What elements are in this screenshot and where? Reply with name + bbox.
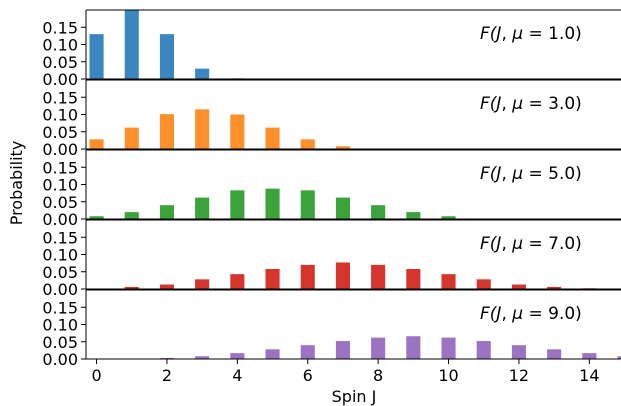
bar-1-2 — [159, 34, 174, 79]
bar-4-8 — [371, 264, 386, 289]
bar-1-1 — [124, 10, 139, 79]
bar-3-10 — [441, 216, 456, 219]
bar-3-5 — [265, 188, 280, 219]
panel-1: 0.000.050.100.15 F(J, μ = 1.0) — [42, 9, 621, 89]
bar-1-0 — [89, 34, 104, 79]
panel-2: 0.000.050.100.15 F(J, μ = 3.0) — [42, 79, 621, 159]
bar-4-13 — [547, 286, 562, 289]
panel-label-3: F(J, μ = 5.0) — [480, 164, 582, 184]
x-tick-label-4: 8 — [373, 366, 383, 385]
y-axis-label: Probability — [7, 141, 26, 226]
y-tick-label-2-1: 0.05 — [42, 123, 78, 142]
y-tick-label-4-0: 0.00 — [42, 280, 78, 299]
bar-4-3 — [195, 279, 210, 289]
panel-4: 0.000.050.100.15 F(J, μ = 7.0) — [42, 219, 621, 299]
bar-3-4 — [230, 190, 245, 219]
bar-5-13 — [547, 349, 562, 359]
bar-5-4 — [230, 353, 245, 359]
bar-3-2 — [159, 205, 174, 219]
bar-5-3 — [195, 356, 210, 359]
bar-2-0 — [89, 139, 104, 149]
y-tick-label-3-2: 0.10 — [42, 176, 78, 195]
panel-label-2: F(J, μ = 3.0) — [480, 94, 582, 114]
bar-3-3 — [195, 197, 210, 219]
x-tick-label-2: 4 — [232, 366, 242, 385]
y-tick-label-1-0: 0.00 — [42, 70, 78, 89]
y-tick-label-3-1: 0.05 — [42, 193, 78, 212]
bar-5-14 — [582, 353, 597, 359]
y-tick-label-2-3: 0.15 — [42, 88, 78, 107]
bar-4-6 — [300, 264, 315, 289]
panel-label-4: F(J, μ = 7.0) — [480, 234, 582, 254]
bar-2-6 — [300, 139, 315, 149]
y-tick-label-5-1: 0.05 — [42, 333, 78, 352]
bar-4-9 — [406, 268, 421, 289]
y-tick-label-1-2: 0.10 — [42, 36, 78, 55]
bar-4-4 — [230, 274, 245, 289]
bar-4-1 — [124, 286, 139, 289]
bar-4-2 — [159, 284, 174, 289]
bar-5-6 — [300, 345, 315, 359]
x-tick-label-3: 6 — [303, 366, 313, 385]
bar-5-9 — [406, 336, 421, 359]
x-axis-label: Spin J — [332, 387, 377, 406]
bar-4-11 — [476, 279, 491, 289]
x-tick-label-0: 0 — [91, 366, 101, 385]
panel-label-5: F(J, μ = 9.0) — [480, 304, 582, 324]
bar-5-8 — [371, 337, 386, 359]
bar-1-3 — [195, 68, 210, 79]
panels-layer: 0.000.050.100.15 F(J, μ = 1.0)0.000.050.1… — [42, 9, 621, 369]
y-tick-label-4-3: 0.15 — [42, 228, 78, 247]
y-tick-label-3-3: 0.15 — [42, 158, 78, 177]
y-tick-label-3-0: 0.00 — [42, 210, 78, 229]
bar-5-10 — [441, 337, 456, 359]
y-tick-label-4-1: 0.05 — [42, 263, 78, 282]
bar-5-5 — [265, 349, 280, 359]
panel-label-1: F(J, μ = 1.0) — [480, 24, 582, 44]
bar-5-7 — [335, 341, 350, 359]
bar-2-5 — [265, 127, 280, 149]
bar-3-9 — [406, 212, 421, 219]
y-tick-label-5-0: 0.00 — [42, 350, 78, 369]
bar-4-10 — [441, 274, 456, 289]
bar-2-1 — [124, 127, 139, 149]
bar-5-11 — [476, 341, 491, 359]
bar-3-6 — [300, 190, 315, 219]
y-tick-label-1-3: 0.15 — [42, 18, 78, 37]
bar-2-4 — [230, 114, 245, 149]
bar-2-7 — [335, 146, 350, 149]
bar-4-5 — [265, 268, 280, 289]
bar-4-7 — [335, 262, 350, 289]
panel-5: 0.000.050.100.15 F(J, μ = 9.0) — [42, 289, 621, 369]
bar-4-12 — [511, 284, 526, 289]
y-tick-label-4-2: 0.10 — [42, 246, 78, 265]
x-axis: 0 2 4 6 8 10 12 14 — [91, 359, 600, 385]
bar-3-7 — [335, 197, 350, 219]
x-tick-label-7: 14 — [579, 366, 599, 385]
x-tick-label-6: 12 — [509, 366, 529, 385]
bar-2-2 — [159, 114, 174, 149]
bar-5-2 — [159, 357, 174, 359]
x-tick-label-5: 10 — [438, 366, 458, 385]
y-tick-label-5-2: 0.10 — [42, 316, 78, 335]
bar-3-1 — [124, 212, 139, 219]
bar-3-0 — [89, 216, 104, 219]
bar-3-8 — [371, 205, 386, 219]
y-tick-label-2-0: 0.00 — [42, 140, 78, 159]
panel-3: 0.000.050.100.15 F(J, μ = 5.0) — [42, 149, 621, 229]
bar-2-3 — [195, 109, 210, 149]
x-tick-label-1: 2 — [162, 366, 172, 385]
bar-5-12 — [511, 345, 526, 359]
y-tick-label-1-1: 0.05 — [42, 53, 78, 72]
y-tick-label-5-3: 0.15 — [42, 298, 78, 317]
y-tick-label-2-2: 0.10 — [42, 106, 78, 125]
bar-5-15 — [617, 356, 621, 359]
